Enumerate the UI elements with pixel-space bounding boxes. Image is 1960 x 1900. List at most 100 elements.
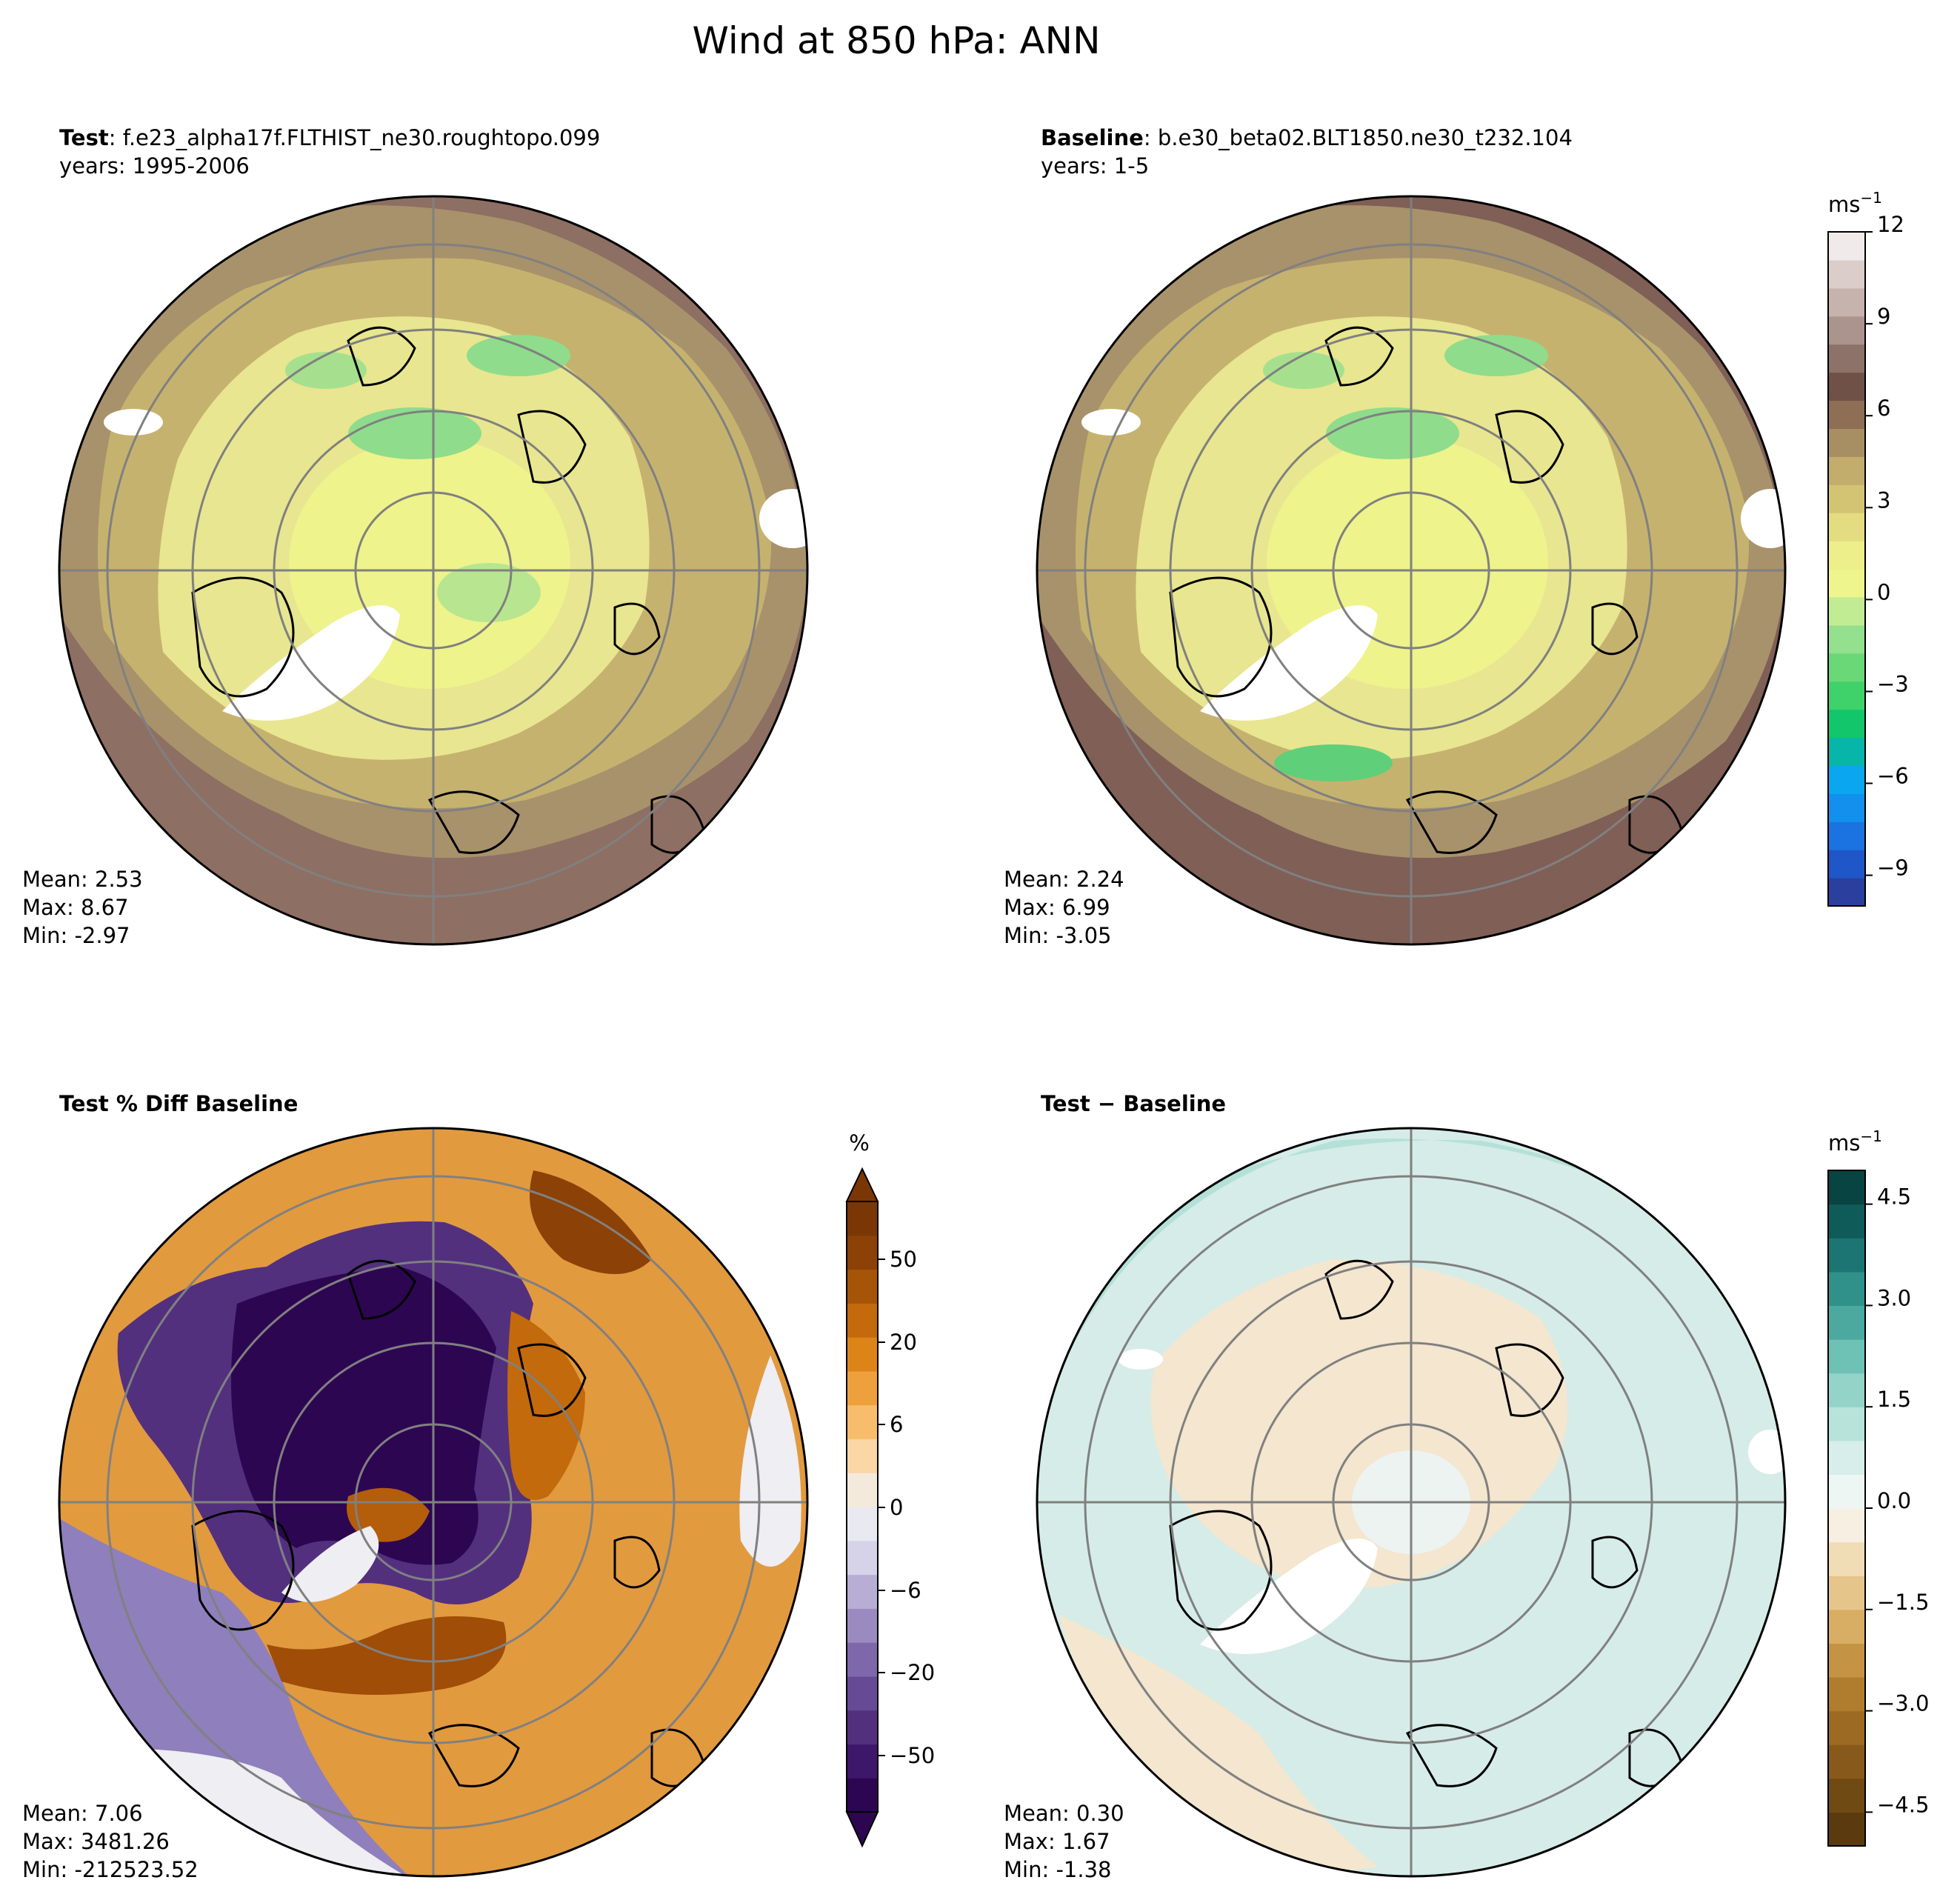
panel-baseline-label-bold: Baseline — [1041, 125, 1144, 150]
panel-baseline-min: Min: -3.05 — [1004, 923, 1111, 948]
colorbar-diff-tick-label: −4.5 — [1877, 1792, 1929, 1817]
colorbar-pct-swatch — [847, 1370, 878, 1406]
panel-test-years: years: 1995-2006 — [59, 153, 250, 179]
colorbar-wind-swatch — [1828, 316, 1865, 345]
map-abs-diff-blank-region-2 — [1119, 1349, 1163, 1370]
colorbar-pct-extend-low — [845, 1811, 879, 1848]
panel-test-case-name: f.e23_alpha17f.FLTHIST_ne30.roughtopo.09… — [123, 125, 601, 150]
colorbar-diff-tick-label: −1.5 — [1877, 1590, 1929, 1615]
colorbar-diff-swatch — [1828, 1474, 1865, 1509]
map-pct-diff-pale-right — [739, 1356, 801, 1567]
colorbar-pct-swatch — [847, 1303, 878, 1338]
colorbar-wind: ms−1 12 9 6 3 0 −3 −6 −9 — [1827, 189, 1909, 907]
panel-pct-diff-max: Max: 3481.26 — [22, 1829, 170, 1854]
map-pct-diff-coastlines — [191, 1259, 705, 1787]
colorbar-pct-swatch — [847, 1744, 878, 1779]
map-test-green-patch-2 — [467, 335, 570, 376]
colorbar-wind-tick-label: 9 — [1877, 304, 1890, 329]
colorbar-diff-swatch — [1828, 1710, 1865, 1745]
map-pct-diff-purple-lower-left — [59, 1519, 415, 1876]
colorbar-pct-tick-label: −50 — [890, 1743, 935, 1768]
panel-abs-diff: Test − Baseline Mean: 0.30 Max: 1.67 Min… — [1004, 1091, 1929, 1882]
map-baseline-green-patch-4 — [1274, 744, 1393, 781]
figure-title: Wind at 850 hPa: ANN — [692, 19, 1100, 62]
colorbar-wind-swatch — [1828, 681, 1865, 710]
colorbar-diff-ticks: 4.5 3.0 1.5 0.0 −1.5 −3.0 −4.5 — [1865, 1184, 1929, 1817]
map-test-green-patch-1 — [348, 407, 481, 459]
colorbar-wind-tick-label: −3 — [1877, 672, 1909, 697]
colorbar-pct-swatch — [847, 1201, 878, 1236]
colorbar-pct-swatch — [847, 1608, 878, 1643]
panel-baseline-label: Baseline: b.e30_beta02.BLT1850.ne30_t232… — [1041, 125, 1573, 150]
panel-baseline-mean: Mean: 2.24 — [1004, 867, 1124, 892]
colorbar-pct-swatch — [847, 1778, 878, 1813]
colorbar-wind-swatch — [1828, 456, 1865, 485]
colorbar-pct-swatch — [847, 1507, 878, 1541]
map-test-green-patch-4 — [437, 563, 541, 622]
colorbar-pct-tick-label: 6 — [890, 1412, 903, 1437]
colorbar-wind-swatch — [1828, 400, 1865, 430]
colorbar-diff-swatch — [1828, 1305, 1865, 1340]
panel-baseline: Baseline: b.e30_beta02.BLT1850.ne30_t232… — [1004, 125, 1909, 948]
colorbar-pct-ticks: 50 20 6 0 −6 −20 −50 — [878, 1247, 935, 1768]
colorbar-wind-tick-label: 12 — [1877, 212, 1904, 237]
panel-abs-diff-max: Max: 1.67 — [1004, 1829, 1110, 1854]
colorbar-wind-swatches — [1828, 232, 1865, 907]
map-baseline — [1037, 196, 1785, 944]
colorbar-diff-swatch — [1828, 1170, 1865, 1205]
colorbar-wind-swatch — [1828, 232, 1865, 261]
colorbar-pct-swatch — [847, 1404, 878, 1440]
map-abs-diff-boundary — [1036, 1127, 1787, 1878]
colorbar-wind-swatch — [1828, 569, 1865, 598]
map-baseline-green-patch-1 — [1326, 407, 1459, 459]
colorbar-diff-swatch — [1828, 1778, 1865, 1813]
colorbar-pct-swatch — [847, 1473, 878, 1507]
colorbar-diff-swatch — [1828, 1643, 1865, 1678]
colorbar-diff-unit-exponent: −1 — [1860, 1127, 1881, 1145]
map-pct-diff-purple-core — [231, 1267, 496, 1565]
colorbar-diff-tick-label: 0.0 — [1877, 1488, 1911, 1513]
colorbar-pct-extend-high — [845, 1167, 879, 1202]
colorbar-wind-unit-base: ms — [1828, 192, 1860, 217]
colorbar-wind-swatch — [1828, 793, 1865, 822]
map-pct-diff-boundary — [58, 1127, 809, 1878]
colorbar-pct-swatch — [847, 1676, 878, 1711]
colorbar-diff-swatches — [1828, 1170, 1865, 1847]
panel-baseline-colon: : — [1144, 125, 1158, 150]
colorbar-diff-swatch — [1828, 1812, 1865, 1847]
colorbar-diff-swatch — [1828, 1541, 1865, 1576]
colorbar-wind-swatch — [1828, 653, 1865, 682]
colorbar-wind-swatch — [1828, 850, 1865, 879]
panel-test-label: Test: f.e23_alpha17f.FLTHIST_ne30.rought… — [59, 125, 600, 150]
colorbar-pct-swatch — [847, 1269, 878, 1304]
colorbar-wind-swatch — [1828, 259, 1865, 289]
panel-test-max: Max: 8.67 — [22, 895, 129, 920]
colorbar-wind-swatch — [1828, 484, 1865, 513]
map-test — [59, 196, 807, 944]
colorbar-diff-swatch — [1828, 1238, 1865, 1273]
panel-test-label-bold: Test — [59, 125, 109, 150]
colorbar-pct-tick-label: 20 — [890, 1330, 917, 1355]
panel-test-min: Min: -2.97 — [22, 923, 130, 948]
colorbar-pct-swatch — [847, 1710, 878, 1745]
map-baseline-blank-region-2 — [1081, 409, 1141, 436]
panel-pct-diff-mean: Mean: 7.06 — [22, 1801, 143, 1826]
panel-pct-diff-min: Min: -212523.52 — [22, 1857, 199, 1882]
colorbar-wind-swatch — [1828, 344, 1865, 373]
colorbar-wind-swatch — [1828, 372, 1865, 401]
colorbar-wind-unit: ms−1 — [1828, 189, 1882, 217]
panel-pct-diff-label: Test % Diff Baseline — [59, 1091, 298, 1116]
colorbar-pct-swatch — [847, 1235, 878, 1270]
colorbar-pct-unit: % — [849, 1130, 870, 1156]
colorbar-wind-ticks: 12 9 6 3 0 −3 −6 −9 — [1865, 212, 1909, 881]
colorbar-wind-tick-label: 6 — [1877, 396, 1890, 421]
colorbar-diff-swatch — [1828, 1744, 1865, 1779]
colorbar-diff-swatch — [1828, 1373, 1865, 1407]
colorbar-pct: % 50 20 6 0 −6 −20 −50 — [845, 1130, 935, 1848]
map-abs-diff-tan-lower-left — [1059, 1615, 1378, 1870]
colorbar-diff-tick-label: −3.0 — [1877, 1691, 1929, 1716]
map-test-blank-region — [759, 489, 807, 548]
map-test-coastlines — [191, 326, 705, 854]
colorbar-wind-swatch — [1828, 287, 1865, 317]
